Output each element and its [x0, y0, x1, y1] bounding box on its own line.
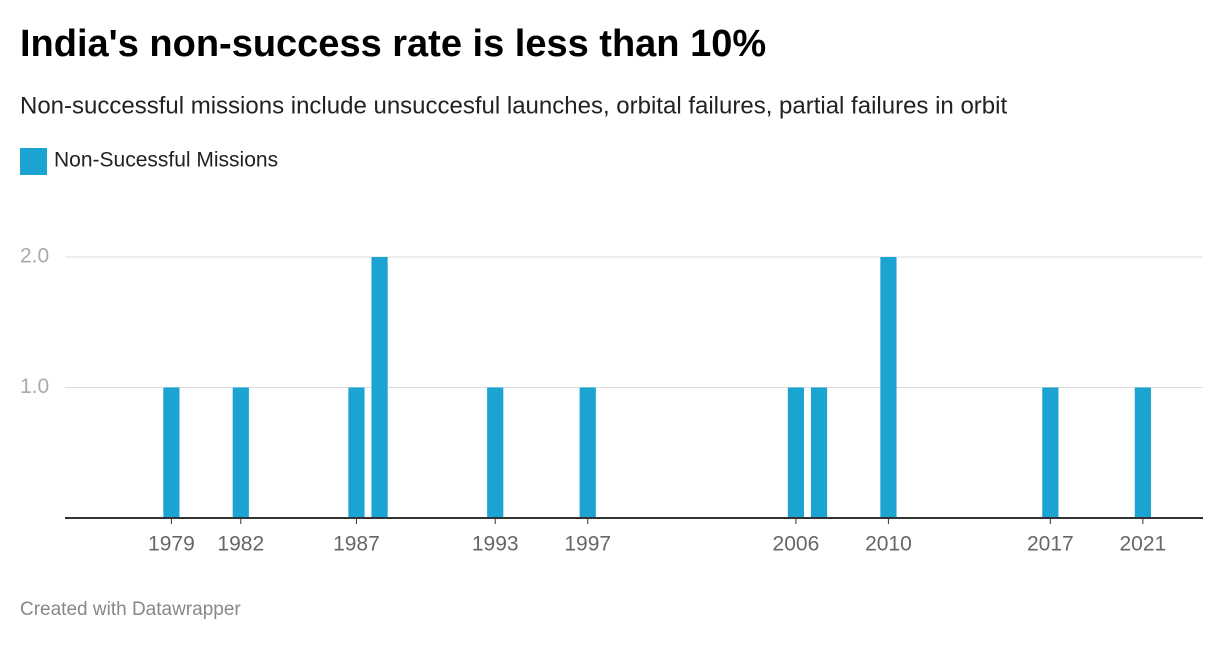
y-tick-label: 1.0 — [20, 375, 49, 398]
bar — [579, 387, 596, 518]
x-tick-label: 2021 — [1120, 533, 1167, 556]
bar — [371, 257, 388, 518]
x-tick-label: 1982 — [217, 533, 264, 556]
x-tick-label: 1997 — [564, 533, 611, 556]
bar — [787, 387, 805, 518]
x-tick-label: 1979 — [148, 533, 195, 556]
bar — [1134, 387, 1151, 518]
bar — [880, 257, 897, 518]
footer: Created with Datawrapper — [20, 599, 241, 620]
bar — [487, 387, 504, 518]
bar — [348, 387, 365, 518]
y-tick-label: 2.0 — [20, 245, 49, 268]
legend-swatch — [20, 148, 47, 175]
bar — [1042, 387, 1059, 518]
bar — [232, 387, 249, 518]
x-tick-label: 2006 — [773, 533, 820, 556]
legend-label: Non-Sucessful Missions — [54, 149, 278, 172]
bar — [163, 387, 180, 518]
x-tick-label: 2010 — [865, 533, 912, 556]
x-tick-label: 2017 — [1027, 533, 1074, 556]
x-tick-label: 1993 — [472, 533, 519, 556]
chart-title: India's non-success rate is less than 10… — [20, 23, 766, 65]
bar — [810, 387, 828, 518]
x-tick-label: 1987 — [333, 533, 380, 556]
chart-subtitle: Non-successful missions include unsucces… — [20, 92, 1007, 119]
